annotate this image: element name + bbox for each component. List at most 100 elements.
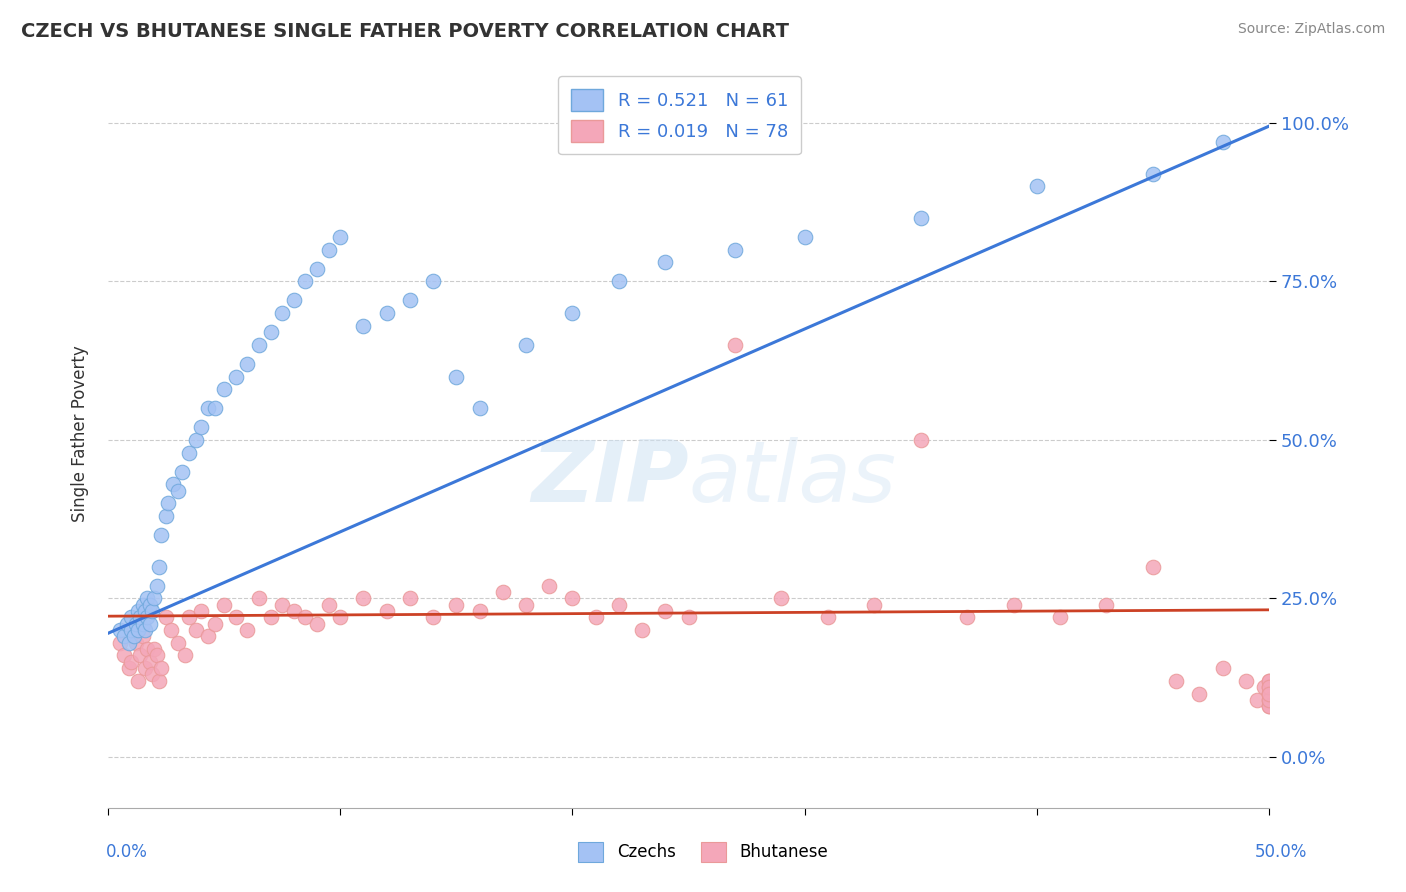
- Point: [1258, 673, 1281, 688]
- Point: [492, 585, 515, 599]
- Point: [1049, 610, 1071, 624]
- Point: [1258, 680, 1281, 694]
- Point: [143, 642, 166, 657]
- Point: [145, 648, 167, 663]
- Text: 50.0%: 50.0%: [1256, 843, 1308, 861]
- Point: [127, 623, 149, 637]
- Point: [136, 610, 159, 624]
- Point: [118, 636, 141, 650]
- Point: [197, 401, 219, 416]
- Point: [157, 496, 180, 510]
- Text: CZECH VS BHUTANESE SINGLE FATHER POVERTY CORRELATION CHART: CZECH VS BHUTANESE SINGLE FATHER POVERTY…: [21, 22, 789, 41]
- Point: [118, 661, 141, 675]
- Point: [247, 338, 270, 352]
- Point: [115, 616, 138, 631]
- Point: [148, 559, 170, 574]
- Point: [108, 636, 131, 650]
- Point: [352, 591, 374, 606]
- Point: [108, 623, 131, 637]
- Point: [538, 579, 561, 593]
- Point: [125, 616, 148, 631]
- Point: [166, 636, 188, 650]
- Point: [793, 230, 815, 244]
- Point: [352, 318, 374, 333]
- Point: [1234, 673, 1257, 688]
- Point: [236, 357, 259, 371]
- Point: [283, 604, 305, 618]
- Point: [271, 598, 294, 612]
- Point: [190, 604, 212, 618]
- Point: [179, 610, 201, 624]
- Point: [1258, 699, 1281, 714]
- Point: [139, 616, 162, 631]
- Point: [166, 483, 188, 498]
- Point: [770, 591, 793, 606]
- Point: [561, 306, 583, 320]
- Point: [1253, 680, 1275, 694]
- Point: [1258, 680, 1281, 694]
- Point: [399, 293, 422, 308]
- Text: Source: ZipAtlas.com: Source: ZipAtlas.com: [1237, 22, 1385, 37]
- Point: [515, 598, 537, 612]
- Point: [910, 211, 932, 225]
- Point: [148, 673, 170, 688]
- Point: [1258, 693, 1281, 707]
- Point: [127, 673, 149, 688]
- Point: [145, 579, 167, 593]
- Point: [375, 604, 398, 618]
- Point: [112, 630, 135, 644]
- Point: [125, 636, 148, 650]
- Point: [283, 293, 305, 308]
- Point: [150, 528, 173, 542]
- Text: 0.0%: 0.0%: [105, 843, 148, 861]
- Point: [446, 598, 468, 612]
- Point: [910, 433, 932, 447]
- Point: [204, 401, 226, 416]
- Point: [120, 623, 142, 637]
- Point: [329, 610, 352, 624]
- Point: [1142, 167, 1164, 181]
- Point: [318, 598, 340, 612]
- Point: [204, 616, 226, 631]
- Point: [1095, 598, 1118, 612]
- Legend: R = 0.521   N = 61, R = 0.019   N = 78: R = 0.521 N = 61, R = 0.019 N = 78: [558, 76, 801, 154]
- Point: [817, 610, 839, 624]
- Point: [678, 610, 700, 624]
- Point: [1212, 661, 1234, 675]
- Point: [259, 610, 281, 624]
- Point: [173, 648, 195, 663]
- Point: [1142, 559, 1164, 574]
- Text: ZIP: ZIP: [531, 437, 689, 520]
- Point: [1212, 135, 1234, 149]
- Point: [329, 230, 352, 244]
- Point: [271, 306, 294, 320]
- Point: [515, 338, 537, 352]
- Point: [631, 623, 654, 637]
- Point: [1258, 686, 1281, 700]
- Point: [190, 420, 212, 434]
- Point: [197, 630, 219, 644]
- Point: [212, 382, 235, 396]
- Point: [1258, 699, 1281, 714]
- Point: [446, 369, 468, 384]
- Point: [294, 610, 316, 624]
- Point: [305, 261, 328, 276]
- Point: [132, 630, 155, 644]
- Point: [134, 604, 156, 618]
- Point: [112, 648, 135, 663]
- Point: [1258, 686, 1281, 700]
- Point: [155, 610, 177, 624]
- Point: [136, 591, 159, 606]
- Point: [129, 610, 152, 624]
- Legend: Czechs, Bhutanese: Czechs, Bhutanese: [569, 833, 837, 871]
- Point: [1002, 598, 1025, 612]
- Point: [159, 623, 181, 637]
- Point: [120, 610, 142, 624]
- Point: [225, 610, 247, 624]
- Point: [247, 591, 270, 606]
- Point: [134, 661, 156, 675]
- Point: [956, 610, 979, 624]
- Point: [1188, 686, 1211, 700]
- Point: [172, 465, 194, 479]
- Point: [561, 591, 583, 606]
